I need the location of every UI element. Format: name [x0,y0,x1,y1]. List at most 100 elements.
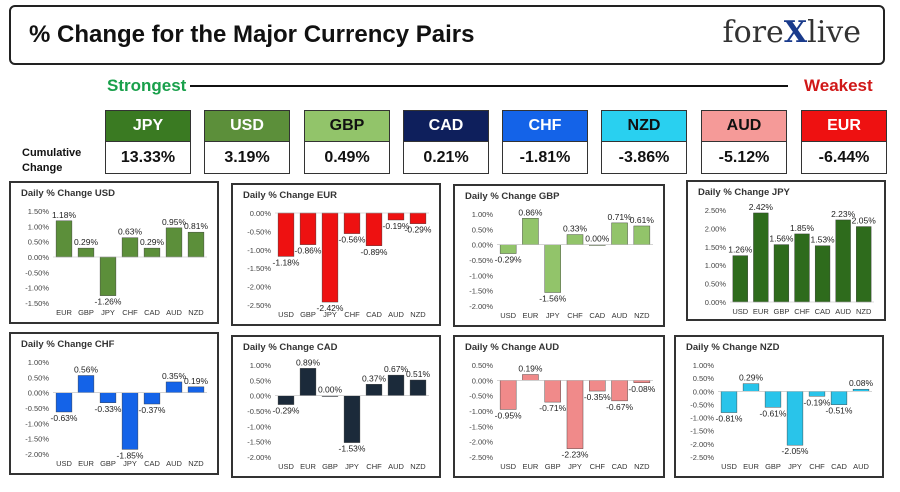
bar [835,219,851,303]
currency-code: AUD [701,110,787,142]
bar [55,392,73,413]
x-tick-label: CAD [612,462,628,471]
bar [343,395,361,443]
data-label: -1.53% [339,444,366,454]
y-tick-label: -0.50% [247,227,271,236]
x-tick-label: GBP [322,462,338,471]
y-tick-label: 0.00% [705,298,727,307]
y-tick-label: -1.00% [25,284,49,293]
y-tick-label: 1.00% [250,361,272,370]
bar [299,212,317,245]
data-label: -0.29% [405,225,432,235]
data-label: 0.00% [585,234,610,244]
y-tick-label: -1.50% [690,427,714,436]
x-tick-label: EUR [300,462,316,471]
bar [720,391,738,413]
currency-cumulative-value: 13.33% [105,142,191,174]
data-label: 1.56% [769,234,794,244]
x-tick-label: NZD [634,311,650,320]
forexlive-logo: foreXlive [722,15,861,50]
bar [387,212,405,221]
x-tick-label: EUR [753,307,769,316]
y-tick-label: -1.50% [469,422,493,431]
chart-gbp: 1.00% 0.50% 0.00% -0.50% -1.00% -1.50% -2.00% -… [469,207,654,320]
bar [277,212,295,257]
bar [611,380,628,402]
bar [99,392,117,403]
y-tick-label: 0.50% [705,280,727,289]
data-label: 0.56% [74,364,99,374]
data-label: -1.56% [539,294,566,304]
x-tick-label: USD [500,462,516,471]
x-tick-label: USD [500,311,516,320]
y-tick-label: 1.00% [472,210,494,219]
bar [852,388,870,392]
x-tick-label: AUD [835,307,851,316]
x-tick-label: EUR [78,459,94,468]
chart-title: Daily % Change EUR [243,190,337,201]
x-tick-label: CAD [589,311,605,320]
y-tick-label: -2.50% [690,453,714,462]
x-tick-label: USD [278,462,294,471]
bar [55,220,73,258]
currency-cumulative-value: 0.49% [304,142,390,174]
y-tick-label: -1.00% [25,419,49,428]
x-tick-label: CAD [144,459,160,468]
bar [165,381,183,393]
data-label: 0.95% [162,217,187,227]
y-tick-label: -0.50% [247,407,271,416]
x-tick-label: GBP [545,462,561,471]
page-title: % Change for the Major Currency Pairs [29,21,475,48]
chart-usd: 1.50% 1.00% 0.50% 0.00% -0.50% -1.00% -1.50% 1.… [25,207,208,317]
y-tick-label: 0.00% [250,209,272,218]
data-label: -0.19% [383,221,410,231]
y-tick-label: -0.50% [25,268,49,277]
y-tick-label: 1.50% [28,207,50,216]
y-tick-label: 0.50% [472,225,494,234]
bar [143,247,161,258]
bar [814,245,831,303]
chart-jpy: 2.50% 2.00% 1.50% 1.00% 0.50% 0.00% 1.26% USD 2.… [705,202,876,316]
data-label: 0.51% [406,369,431,379]
y-tick-label: 0.50% [250,376,272,385]
data-label: 0.29% [140,237,165,247]
y-tick-label: 2.00% [705,224,727,233]
currency-code: EUR [801,110,887,142]
data-label: -1.26% [95,297,122,307]
y-tick-label: -1.00% [469,271,493,280]
x-tick-label: JPY [788,462,802,471]
data-label: -2.05% [782,446,809,456]
data-label: 2.42% [749,202,774,212]
x-tick-label: AUD [612,311,628,320]
bar [143,392,161,405]
x-tick-label: CHF [794,307,810,316]
y-tick-label: -0.50% [690,400,714,409]
currency-card-cad: CAD 0.21% [403,110,489,174]
bar [499,380,517,410]
y-tick-label: 1.00% [28,358,50,367]
y-tick-label: -1.50% [469,287,493,296]
cumulative-change-label: Cumulative Change [22,147,82,174]
y-tick-label: 0.50% [472,361,494,370]
data-label: 0.35% [162,371,187,381]
chart-cad: 1.00% 0.50% 0.00% -0.50% -1.00% -1.50% -2.00% -… [247,357,431,471]
currency-card-aud: AUD -5.12% [701,110,787,174]
bar [99,256,117,296]
currency-card-eur: EUR -6.44% [801,110,887,174]
x-tick-label: GBP [774,307,790,316]
x-tick-label: AUD [388,462,404,471]
data-label: -0.67% [606,402,633,412]
bar [566,234,584,245]
bar [365,212,383,246]
chart-title: Daily % Change CHF [21,339,115,350]
data-label: 0.08% [849,378,874,388]
data-label: 1.53% [811,235,836,245]
currency-code: JPY [105,110,191,142]
data-label: -0.63% [51,413,78,423]
x-tick-label: EUR [523,462,539,471]
bar [343,212,361,234]
data-label: -0.29% [495,255,522,265]
chart-nzd: 1.00% 0.50% 0.00% -0.50% -1.00% -1.50% -2.00% -… [690,361,874,471]
panel-cad: Daily % Change CAD 1.00% 0.50% 0.00% -0.50% -… [231,335,441,478]
currency-cumulative-value: -3.86% [601,142,687,174]
